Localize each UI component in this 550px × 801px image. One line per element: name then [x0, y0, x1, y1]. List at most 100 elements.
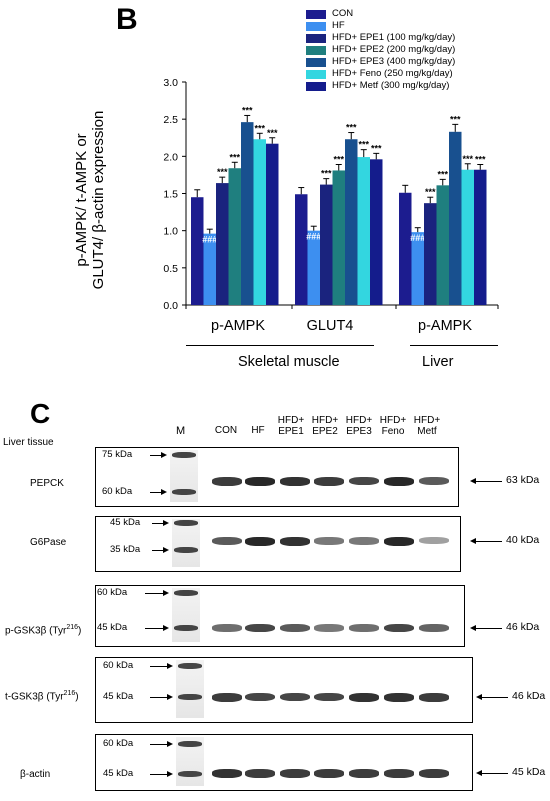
marker-band: [178, 771, 202, 777]
band-size-arrow-line: [476, 541, 502, 542]
blot-row-label-text: p-GSK3β (Tyr: [5, 625, 67, 637]
bar: [399, 192, 412, 305]
ladder-arrowhead: [163, 547, 169, 553]
lane-header-line-2: EPE2: [312, 426, 338, 437]
marker-lane-header: M: [176, 425, 186, 437]
bar: [370, 159, 383, 305]
legend-swatch: [306, 21, 326, 31]
group-label-skeletal-muscle: Skeletal muscle: [238, 354, 340, 370]
category-label-p-ampk-muscle: p-AMPK: [211, 318, 265, 334]
legend-swatch: [306, 33, 326, 43]
legend-label: HFD+ Metf (300 mg/kg/day): [332, 80, 450, 91]
blot-row-label-end: ): [75, 691, 79, 703]
liver-bracket: [410, 345, 498, 346]
legend-label: HFD+ EPE3 (400 mg/kg/day): [332, 56, 456, 67]
lane-header-line-1: HF: [251, 425, 265, 436]
ladder-arrow-line: [150, 774, 168, 775]
bar: [241, 122, 254, 305]
marker-band: [174, 590, 198, 596]
significance-mark: ***: [358, 140, 369, 150]
significance-mark: ***: [425, 187, 436, 197]
legend-entry: HFD+ Feno (250 mg/kg/day): [306, 68, 455, 80]
y-tick-label: 2.5: [163, 114, 178, 126]
bar: [295, 194, 308, 305]
lane-header-line-1: HFD+: [311, 415, 339, 426]
legend-entry: CON: [306, 8, 455, 20]
skeletal-muscle-bracket: [186, 345, 374, 346]
lane-header: HFD+ EPE2: [308, 415, 342, 437]
significance-mark: ***: [333, 155, 344, 165]
blot-row-label-end: ): [78, 625, 82, 637]
ladder-arrow-line: [150, 744, 168, 745]
group-label-liver: Liver: [422, 354, 454, 370]
marker-ladder: [176, 660, 204, 718]
significance-mark: ***: [242, 105, 253, 115]
protein-band: [280, 537, 310, 546]
panel-c-letter: C: [30, 398, 51, 429]
band-size-arrowhead: [476, 770, 482, 776]
band-size-label: 46 kDa: [506, 621, 540, 633]
significance-mark: ###: [306, 232, 321, 242]
y-tick-label: 1.5: [163, 189, 178, 201]
band-size-label: 40 kDa: [506, 534, 540, 546]
kda-lower-label: 45 kDa: [97, 622, 128, 633]
significance-mark: ***: [371, 143, 382, 153]
ladder-arrow-line: [145, 628, 164, 629]
legend-label: HF: [332, 20, 345, 31]
marker-band: [172, 489, 196, 495]
protein-band: [384, 477, 414, 486]
band-size-label: 63 kDa: [506, 474, 540, 486]
marker-band: [172, 452, 196, 458]
blot-panel: [95, 657, 473, 723]
blot-row-label: t-GSK3β (Tyr216): [5, 690, 79, 702]
legend-swatch: [306, 57, 326, 67]
protein-band: [419, 477, 449, 486]
band-size-arrowhead: [470, 625, 476, 631]
bar: [424, 203, 437, 305]
blot-row-label-superscript: 216: [63, 690, 76, 697]
lane-header-line-1: HFD+: [413, 415, 441, 426]
significance-mark: ***: [254, 123, 265, 133]
ladder-arrow-line: [150, 455, 162, 456]
lane-header-line-2: Feno: [381, 426, 405, 437]
bar: [307, 230, 320, 305]
bar: [474, 169, 487, 305]
kda-lower-label: 45 kDa: [103, 691, 134, 702]
category-label-p-ampk-liver: p-AMPK: [418, 318, 472, 334]
protein-band: [314, 769, 344, 778]
protein-band: [245, 624, 275, 633]
protein-band: [245, 693, 275, 702]
blot-row-label: β-actin: [20, 769, 50, 780]
significance-mark: ###: [410, 233, 425, 243]
kda-upper-label: 75 kDa: [102, 449, 133, 460]
bar: [203, 233, 216, 305]
lane-header-line-2: EPE1: [278, 426, 304, 437]
ladder-arrowhead: [167, 741, 173, 747]
protein-band: [314, 477, 344, 486]
band-size-arrow-line: [476, 481, 502, 482]
significance-mark: ***: [475, 155, 486, 165]
blot-panel: [95, 734, 473, 791]
protein-band: [419, 537, 449, 545]
protein-band: [212, 624, 242, 632]
significance-mark: ***: [321, 169, 332, 179]
category-label-glut4: GLUT4: [306, 318, 354, 334]
marker-band: [174, 520, 198, 526]
bar: [332, 170, 345, 305]
lane-header: HFD+ EPE1: [274, 415, 308, 437]
y-tick-label: 0.0: [163, 300, 178, 312]
protein-band: [212, 537, 242, 546]
marker-band: [178, 694, 202, 700]
y-tick-label: 0.5: [163, 263, 178, 275]
protein-band: [314, 537, 344, 545]
protein-band: [384, 769, 414, 778]
lane-header-line-2: EPE3: [346, 426, 372, 437]
legend-entry: HFD+ EPE1 (100 mg/kg/day): [306, 32, 455, 44]
blot-row-label-text: G6Pase: [30, 537, 67, 548]
significance-mark: ***: [229, 152, 240, 162]
ladder-arrow-line: [150, 666, 168, 667]
protein-band: [314, 693, 344, 702]
significance-mark: ***: [437, 169, 448, 179]
protein-band: [280, 624, 310, 633]
legend-label: HFD+ EPE1 (100 mg/kg/day): [332, 32, 456, 43]
